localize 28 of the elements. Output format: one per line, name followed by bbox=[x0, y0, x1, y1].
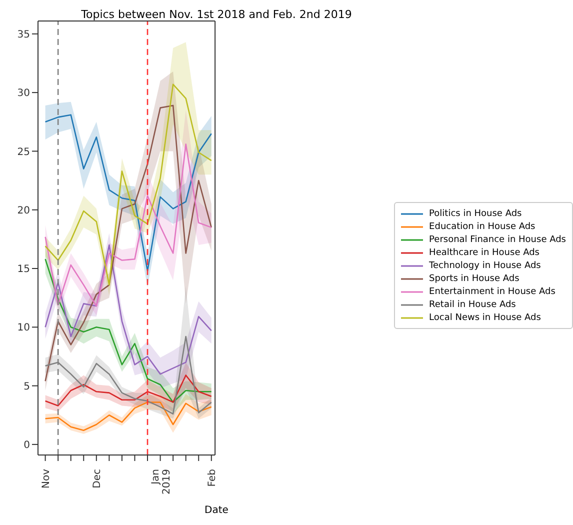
x-tick-label: Jan 2019 bbox=[150, 469, 172, 494]
y-tick-label: 30 bbox=[17, 88, 30, 100]
y-tick-label: 35 bbox=[17, 29, 30, 40]
line-series bbox=[44, 114, 212, 272]
legend-label: Education in House Ads bbox=[429, 222, 536, 232]
y-tick-label: 20 bbox=[17, 205, 30, 216]
y-tick-label: 10 bbox=[17, 322, 30, 334]
legend-label: Personal Finance in House Ads bbox=[429, 234, 566, 244]
x-tick-label: Nov bbox=[40, 468, 52, 489]
legend-label: Healthcare in House Ads bbox=[429, 248, 540, 258]
y-tick-label: 0 bbox=[24, 440, 30, 451]
legend-label: Politics in House Ads bbox=[429, 208, 522, 218]
line-series bbox=[44, 374, 212, 406]
y-tick-label: 15 bbox=[17, 264, 30, 276]
x-tick-label: Feb bbox=[206, 469, 218, 487]
legend-label: Technology in House Ads bbox=[429, 260, 541, 270]
legend-label: Sports in House Ads bbox=[429, 274, 520, 284]
line-series bbox=[44, 402, 212, 432]
legend-label: Entertainment in House Ads bbox=[429, 286, 556, 296]
chart-title: Topics between Nov. 1st 2018 and Feb. 2nd 2019 bbox=[80, 8, 353, 21]
x-axis-title: Date bbox=[204, 505, 230, 516]
y-tick-label: 25 bbox=[17, 146, 30, 158]
legend-label: Local News in House Ads bbox=[429, 312, 541, 322]
line-series bbox=[44, 144, 212, 307]
x-tick-label: Dec bbox=[92, 469, 103, 488]
legend-label: Retail in House Ads bbox=[429, 300, 516, 310]
line-series bbox=[44, 244, 212, 375]
y-tick-label: 5 bbox=[24, 381, 30, 392]
